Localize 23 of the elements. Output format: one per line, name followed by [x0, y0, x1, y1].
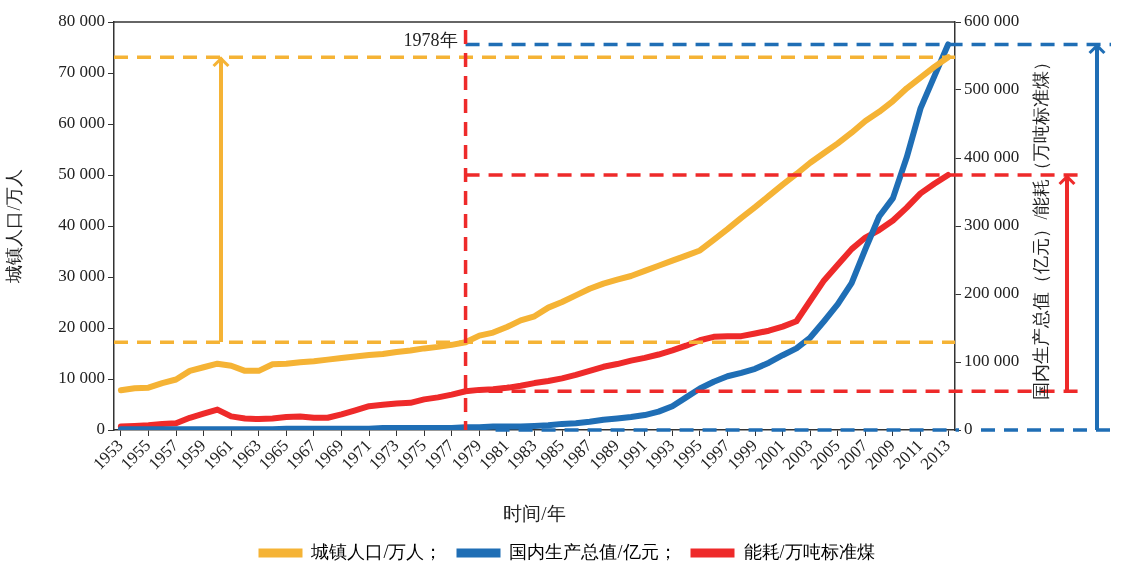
y-tick-label: 20 000: [58, 317, 105, 337]
y2-tick-label: 400 000: [964, 147, 1020, 167]
legend-label: 城镇人口/万人；: [310, 541, 443, 562]
y2-tick-label: 300 000: [964, 215, 1020, 235]
y-tick-label: 80 000: [58, 11, 105, 31]
y-axis-title: 城镇人口/万人: [3, 169, 24, 284]
y-tick-label: 40 000: [58, 215, 105, 235]
y2-tick-label: 600 000: [964, 11, 1020, 31]
x-axis-title: 时间/年: [503, 502, 566, 524]
y-tick-label: 60 000: [58, 113, 105, 133]
legend-label: 能耗/万吨标准煤: [743, 541, 875, 562]
y-tick-label: 10 000: [58, 368, 105, 388]
legend-label: 国内生产总值/亿元；: [509, 541, 677, 562]
y-tick-label: 70 000: [58, 62, 105, 82]
y-tick-label: 0: [96, 419, 105, 439]
y-tick-label: 50 000: [58, 164, 105, 184]
y2-tick-label: 100 000: [964, 351, 1020, 371]
y2-tick-label: 200 000: [964, 283, 1020, 303]
ref-line-label: 1978年: [403, 29, 458, 50]
y2-axis-title: 国内生产总值（亿元）/能耗（万吨标准煤）: [1030, 52, 1052, 400]
y2-tick-label: 0: [964, 419, 973, 439]
y2-tick-label: 500 000: [964, 79, 1020, 99]
y-tick-label: 30 000: [58, 266, 105, 286]
